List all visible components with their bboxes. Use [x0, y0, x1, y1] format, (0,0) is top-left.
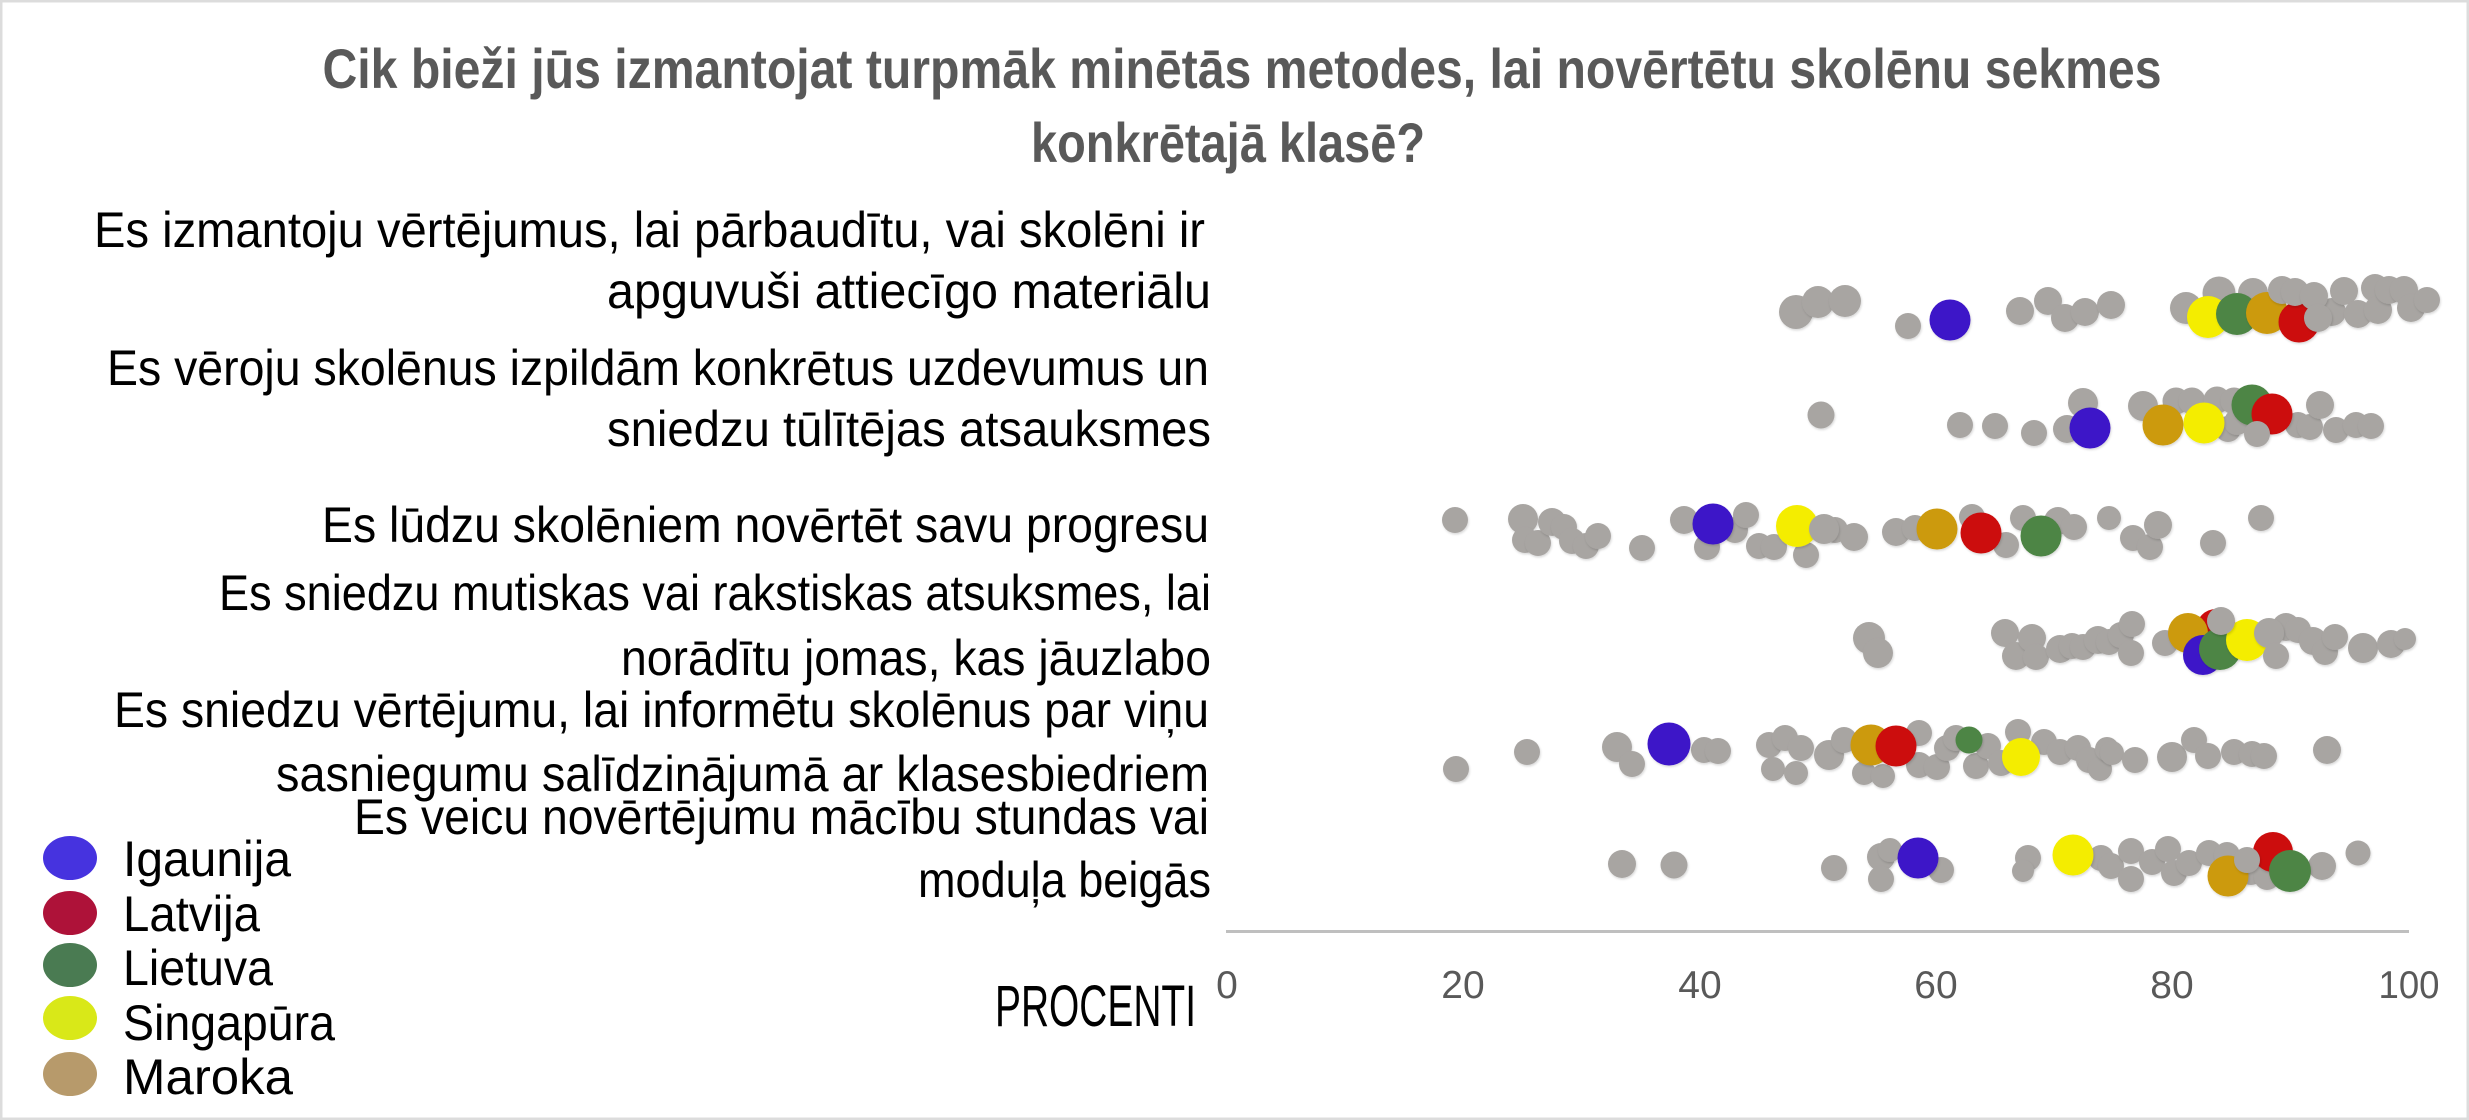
svg-text:Igaunija: Igaunija — [123, 831, 291, 887]
svg-text:sasniegumu salīdzinājumā ar kl: sasniegumu salīdzinājumā ar klasesbiedri… — [276, 746, 1209, 802]
svg-text:Es veicu novērtējumu mācību st: Es veicu novērtējumu mācību stundas vai — [354, 789, 1209, 845]
svg-text:100: 100 — [2379, 964, 2440, 1007]
svg-text:konkrētajā klasē?: konkrētajā klasē? — [1031, 111, 1425, 174]
svg-text:moduļa beigās: moduļa beigās — [918, 852, 1211, 908]
svg-text:80: 80 — [2150, 964, 2193, 1007]
svg-text:Es sniedzu mutiskas vai raksti: Es sniedzu mutiskas vai rakstiskas atsuk… — [219, 565, 1211, 621]
svg-text:Es lūdzu skolēniem novērtēt sa: Es lūdzu skolēniem novērtēt savu progres… — [322, 497, 1209, 553]
svg-text:Es vēroju skolēnus izpildām ko: Es vēroju skolēnus izpildām konkrētus uz… — [107, 340, 1209, 396]
svg-text:apguvuši attiecīgo materiālu: apguvuši attiecīgo materiālu — [607, 263, 1211, 319]
svg-text:Maroka: Maroka — [123, 1049, 293, 1105]
svg-text:sniedzu tūlītējas atsauksmes: sniedzu tūlītējas atsauksmes — [607, 401, 1211, 457]
svg-text:20: 20 — [1441, 964, 1484, 1007]
svg-text:60: 60 — [1914, 964, 1957, 1007]
svg-text:Es izmantoju vērtējumus, lai p: Es izmantoju vērtējumus, lai pārbaudītu,… — [94, 202, 1205, 258]
svg-text:Latvija: Latvija — [123, 886, 260, 942]
svg-text:Singapūra: Singapūra — [123, 995, 335, 1051]
svg-text:PROCENTI: PROCENTI — [995, 974, 1196, 1039]
svg-text:0: 0 — [1216, 964, 1238, 1007]
svg-text:Cik bieži jūs izmantojat turpm: Cik bieži jūs izmantojat turpmāk minētās… — [323, 37, 2162, 100]
svg-text:40: 40 — [1678, 964, 1721, 1007]
svg-text:norādītu jomas, kas jāuzlabo: norādītu jomas, kas jāuzlabo — [621, 630, 1211, 686]
svg-text:Es sniedzu vērtējumu, lai info: Es sniedzu vērtējumu, lai informētu skol… — [114, 682, 1209, 738]
svg-text:Lietuva: Lietuva — [123, 940, 273, 996]
